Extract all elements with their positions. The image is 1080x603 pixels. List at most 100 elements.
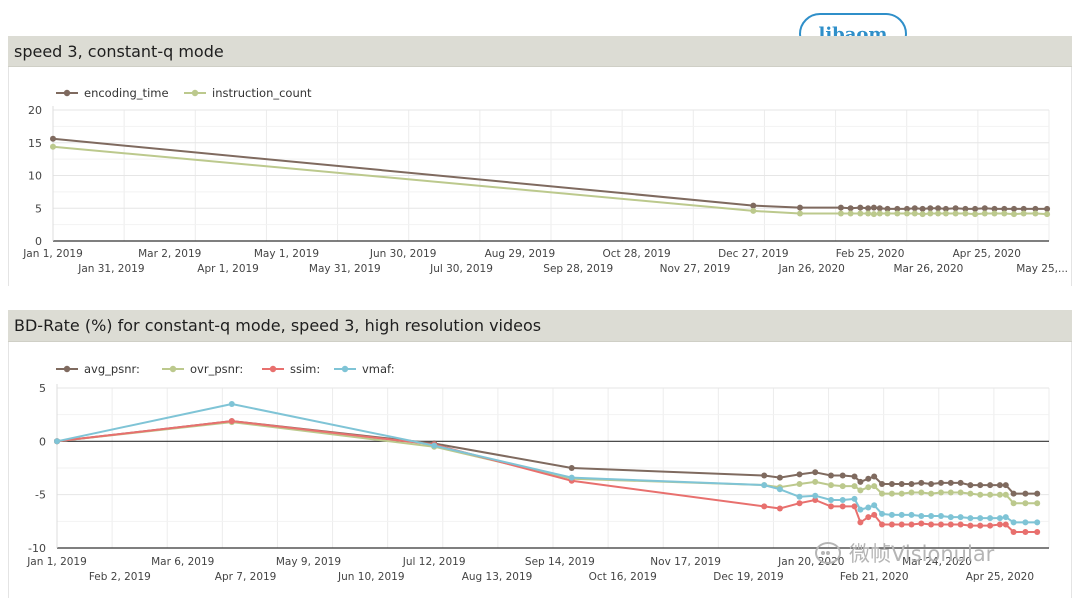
wechat-icon bbox=[815, 542, 841, 564]
data-point-instruction_count bbox=[837, 210, 844, 217]
data-point-vmaf bbox=[908, 511, 915, 518]
chart2-xtick-label: Jun 10, 2019 bbox=[337, 571, 405, 583]
data-point-avg_psnr bbox=[908, 481, 915, 487]
data-point-instruction_count bbox=[857, 210, 864, 217]
chart2-xtick-label: Feb 21, 2020 bbox=[840, 571, 909, 583]
data-point-vmaf bbox=[1022, 519, 1029, 526]
data-point-vmaf bbox=[888, 511, 895, 518]
data-point-vmaf bbox=[967, 515, 974, 522]
data-point-avg_psnr bbox=[947, 479, 954, 486]
chart2-xtick-label: Dec 19, 2019 bbox=[713, 571, 783, 583]
data-point-ssim bbox=[839, 503, 846, 510]
chart2-ytick-label: -10 bbox=[28, 542, 46, 555]
data-point-instruction_count bbox=[797, 210, 803, 217]
data-point-ovr_psnr bbox=[1022, 500, 1029, 507]
data-point-avg_psnr bbox=[568, 465, 575, 471]
data-point-encoding_time bbox=[1032, 205, 1039, 212]
data-point-vmaf bbox=[857, 506, 864, 513]
data-point-ssim bbox=[1002, 521, 1009, 528]
chart2-xtick-label: Jan 1, 2019 bbox=[26, 556, 87, 568]
legend-swatch-marker bbox=[63, 365, 71, 373]
data-point-instruction_count bbox=[952, 210, 959, 217]
chart1-xtick-label: Apr 25, 2020 bbox=[953, 248, 1021, 260]
data-point-vmaf bbox=[812, 492, 819, 499]
data-point-avg_psnr bbox=[1034, 490, 1041, 497]
chart1-xtick-label: Dec 27, 2019 bbox=[718, 248, 788, 260]
data-point-ovr_psnr bbox=[879, 490, 885, 497]
chart1-xtick-label: Jul 30, 2019 bbox=[429, 263, 493, 275]
chart1-xtick-label: Jun 30, 2019 bbox=[369, 248, 437, 260]
chart2-xtick-label: Apr 7, 2019 bbox=[215, 571, 277, 583]
legend-swatch-marker bbox=[341, 365, 349, 373]
chart2-legend-ssim: ssim: bbox=[262, 362, 320, 376]
data-point-ssim bbox=[928, 521, 935, 528]
legend-swatch-marker bbox=[169, 365, 177, 373]
data-point-encoding_time bbox=[797, 204, 803, 211]
data-point-vmaf bbox=[947, 514, 954, 521]
data-point-vmaf bbox=[865, 504, 872, 511]
data-point-avg_psnr bbox=[796, 471, 803, 478]
data-point-vmaf bbox=[54, 438, 60, 445]
data-point-instruction_count bbox=[870, 211, 877, 218]
data-point-ssim bbox=[879, 521, 885, 528]
data-point-ssim bbox=[851, 503, 858, 510]
data-point-avg_psnr bbox=[918, 479, 925, 486]
data-point-ovr_psnr bbox=[839, 483, 846, 490]
legend-label: ovr_psnr: bbox=[190, 362, 243, 376]
data-point-ovr_psnr bbox=[1002, 491, 1009, 498]
data-point-encoding_time bbox=[870, 204, 877, 211]
chart2-xtick-label: Jul 12, 2019 bbox=[402, 556, 466, 568]
legend-swatch-marker bbox=[269, 365, 277, 373]
chart2-xtick-label: Apr 25, 2020 bbox=[966, 571, 1034, 583]
chart2-xtick-label: Aug 13, 2019 bbox=[462, 571, 533, 583]
data-point-avg_psnr bbox=[898, 481, 905, 487]
data-point-instruction_count bbox=[991, 210, 998, 217]
data-point-ssim bbox=[977, 522, 984, 529]
data-point-ssim bbox=[957, 521, 964, 528]
chart1-ytick-label: 0 bbox=[35, 235, 42, 248]
series-line-instruction_count bbox=[52, 145, 1048, 216]
data-point-ovr_psnr bbox=[1010, 500, 1017, 507]
chart2-ytick-label: -5 bbox=[35, 489, 46, 502]
data-point-ssim bbox=[938, 521, 944, 528]
data-point-instruction_count bbox=[904, 210, 910, 217]
data-point-ssim bbox=[857, 519, 864, 526]
data-point-encoding_time bbox=[919, 205, 926, 212]
chart1-xtick-label: Oct 28, 2019 bbox=[602, 248, 670, 260]
data-point-encoding_time bbox=[911, 205, 918, 212]
data-point-encoding_time bbox=[935, 205, 942, 212]
data-point-instruction_count bbox=[865, 210, 872, 217]
chart1-panel bbox=[8, 67, 1072, 286]
data-point-avg_psnr bbox=[977, 482, 984, 489]
chart1-xtick-label: Jan 26, 2020 bbox=[778, 263, 845, 275]
data-point-instruction_count bbox=[50, 143, 56, 150]
data-point-ssim bbox=[888, 521, 895, 528]
data-point-encoding_time bbox=[857, 204, 864, 211]
legend-label: ssim: bbox=[290, 362, 320, 376]
data-point-avg_psnr bbox=[857, 478, 864, 485]
data-point-avg_psnr bbox=[928, 481, 935, 487]
data-point-avg_psnr bbox=[851, 473, 858, 480]
data-point-vmaf bbox=[851, 495, 858, 502]
data-point-ovr_psnr bbox=[918, 489, 925, 496]
legend-label: instruction_count bbox=[212, 86, 312, 100]
data-point-encoding_time bbox=[1044, 205, 1051, 212]
data-point-ovr_psnr bbox=[1034, 500, 1041, 507]
data-point-encoding_time bbox=[750, 202, 757, 209]
data-point-avg_psnr bbox=[1002, 482, 1009, 489]
data-point-ssim bbox=[828, 503, 834, 510]
chart1-legend-encoding_time: encoding_time bbox=[56, 86, 169, 100]
data-point-instruction_count bbox=[1011, 211, 1017, 218]
data-point-vmaf bbox=[871, 502, 878, 509]
data-point-vmaf bbox=[898, 511, 905, 518]
data-point-encoding_time bbox=[972, 205, 979, 212]
data-point-instruction_count bbox=[972, 211, 979, 218]
chart2-xtick-label: Mar 6, 2019 bbox=[151, 556, 214, 568]
data-point-avg_psnr bbox=[987, 482, 994, 489]
chart1-xtick-label: May 31, 2019 bbox=[309, 263, 381, 275]
chart1-xtick-label: Feb 25, 2020 bbox=[836, 248, 905, 260]
data-point-encoding_time bbox=[942, 205, 949, 212]
data-point-instruction_count bbox=[884, 210, 891, 217]
data-point-vmaf bbox=[228, 401, 235, 407]
chart1-xtick-label: Jan 1, 2019 bbox=[22, 248, 83, 260]
